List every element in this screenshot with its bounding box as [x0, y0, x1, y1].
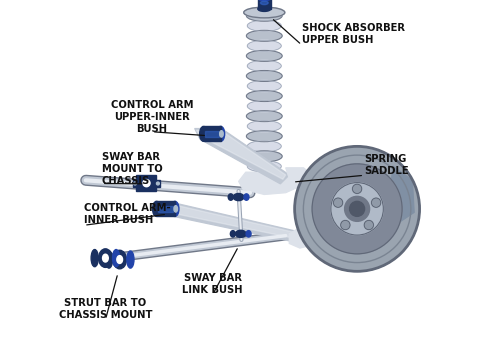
- Ellipse shape: [152, 201, 160, 216]
- Circle shape: [344, 196, 370, 221]
- Bar: [204, 126, 220, 141]
- Ellipse shape: [248, 20, 281, 31]
- Ellipse shape: [258, 6, 270, 11]
- Bar: [258, 0, 270, 9]
- Ellipse shape: [217, 126, 224, 141]
- Ellipse shape: [228, 194, 233, 200]
- Ellipse shape: [246, 50, 282, 61]
- Ellipse shape: [98, 249, 112, 267]
- Ellipse shape: [248, 121, 281, 132]
- Ellipse shape: [200, 126, 207, 141]
- Text: SWAY BAR
MOUNT TO
CHASSIS: SWAY BAR MOUNT TO CHASSIS: [102, 152, 162, 186]
- Bar: [158, 206, 173, 212]
- Ellipse shape: [248, 141, 281, 152]
- Ellipse shape: [248, 161, 281, 172]
- Bar: [156, 201, 175, 216]
- Circle shape: [352, 184, 362, 193]
- Ellipse shape: [246, 91, 282, 102]
- Ellipse shape: [112, 250, 119, 267]
- Ellipse shape: [248, 101, 281, 112]
- Circle shape: [372, 198, 381, 207]
- Ellipse shape: [244, 7, 285, 18]
- Polygon shape: [154, 205, 300, 239]
- Polygon shape: [154, 203, 300, 243]
- Polygon shape: [196, 130, 286, 179]
- Ellipse shape: [236, 230, 246, 237]
- Ellipse shape: [113, 250, 126, 269]
- Polygon shape: [286, 168, 320, 248]
- Text: SPRING
SADDLE: SPRING SADDLE: [364, 154, 409, 176]
- Ellipse shape: [246, 30, 282, 41]
- Bar: [136, 175, 156, 191]
- Ellipse shape: [230, 231, 235, 237]
- Ellipse shape: [106, 251, 112, 268]
- Ellipse shape: [258, 0, 270, 1]
- Ellipse shape: [248, 80, 281, 91]
- Circle shape: [364, 220, 374, 230]
- Polygon shape: [238, 172, 300, 195]
- Ellipse shape: [91, 250, 98, 267]
- Circle shape: [134, 182, 136, 185]
- Ellipse shape: [246, 10, 282, 21]
- Circle shape: [312, 164, 402, 254]
- Circle shape: [156, 182, 160, 185]
- Text: SWAY BAR
LINK BUSH: SWAY BAR LINK BUSH: [182, 273, 243, 295]
- Bar: [133, 180, 137, 187]
- Bar: [206, 131, 219, 137]
- Ellipse shape: [171, 201, 179, 216]
- Circle shape: [334, 198, 342, 207]
- Polygon shape: [389, 166, 414, 223]
- Circle shape: [340, 220, 350, 230]
- Circle shape: [350, 201, 364, 216]
- Ellipse shape: [248, 60, 281, 71]
- Text: CONTROL ARM-
INNER BUSH: CONTROL ARM- INNER BUSH: [84, 203, 170, 226]
- Ellipse shape: [244, 194, 249, 200]
- Bar: [156, 180, 160, 187]
- Ellipse shape: [220, 131, 223, 137]
- Text: STRUT BAR TO
CHASSIS MOUNT: STRUT BAR TO CHASSIS MOUNT: [58, 298, 152, 320]
- Ellipse shape: [117, 256, 122, 263]
- Text: SHOCK ABSORBER
UPPER BUSH: SHOCK ABSORBER UPPER BUSH: [302, 23, 405, 45]
- Ellipse shape: [246, 70, 282, 81]
- Circle shape: [294, 146, 420, 271]
- Text: CONTROL ARM
UPPER-INNER
BUSH: CONTROL ARM UPPER-INNER BUSH: [110, 100, 193, 134]
- Ellipse shape: [102, 254, 108, 262]
- Ellipse shape: [233, 193, 244, 201]
- Circle shape: [331, 183, 384, 235]
- Ellipse shape: [127, 251, 134, 268]
- Ellipse shape: [246, 151, 282, 162]
- Ellipse shape: [248, 40, 281, 51]
- Ellipse shape: [260, 1, 268, 5]
- Ellipse shape: [246, 111, 282, 122]
- Ellipse shape: [174, 206, 178, 212]
- Polygon shape: [194, 129, 290, 184]
- Circle shape: [143, 180, 150, 187]
- Ellipse shape: [246, 231, 251, 237]
- Ellipse shape: [246, 131, 282, 142]
